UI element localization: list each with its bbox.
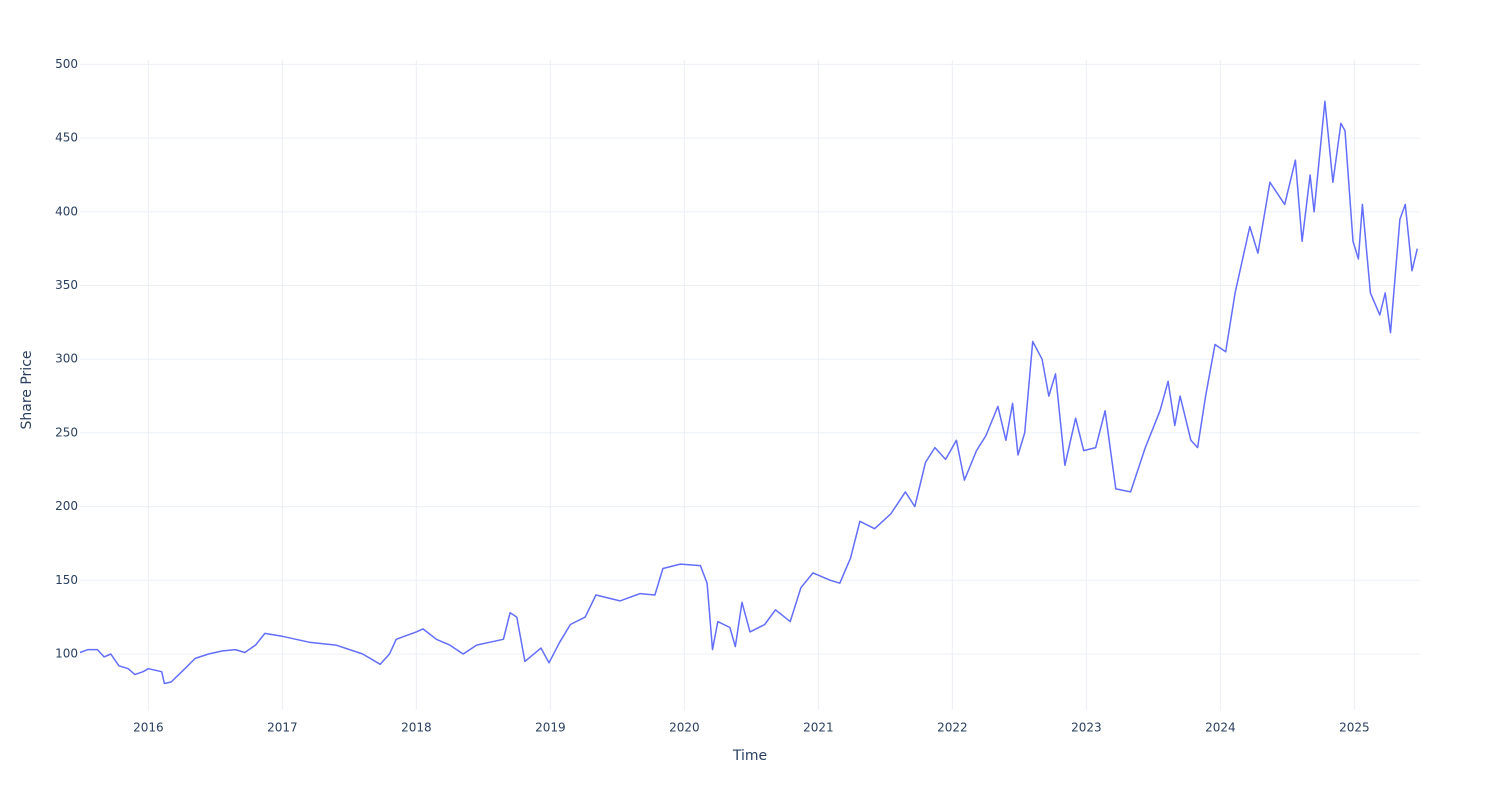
- x-tick-label: 2020: [669, 721, 700, 735]
- x-tick-label: 2018: [401, 721, 432, 735]
- y-tick-label: 500: [55, 57, 78, 71]
- x-tick-label: 2019: [535, 721, 566, 735]
- x-axis-title: Time: [732, 748, 767, 764]
- x-tick-label: 2022: [937, 721, 968, 735]
- x-tick-label: 2016: [133, 721, 164, 735]
- x-tick-label: 2024: [1205, 721, 1236, 735]
- y-tick-label: 450: [55, 131, 78, 145]
- y-tick-label: 300: [55, 352, 78, 366]
- y-tick-label: 150: [55, 573, 78, 587]
- y-tick-label: 200: [55, 499, 78, 513]
- x-tick-label: 2023: [1071, 721, 1102, 735]
- y-tick-label: 400: [55, 204, 78, 218]
- x-tick-label: 2021: [803, 721, 834, 735]
- y-tick-label: 350: [55, 278, 78, 292]
- line-series: [79, 100, 1419, 685]
- x-tick-label: 2025: [1339, 721, 1370, 735]
- x-tick-label: 2017: [267, 721, 298, 735]
- y-tick-label: 250: [55, 425, 78, 439]
- y-tick-label: 100: [55, 646, 78, 660]
- y-axis-title: Share Price: [19, 350, 35, 429]
